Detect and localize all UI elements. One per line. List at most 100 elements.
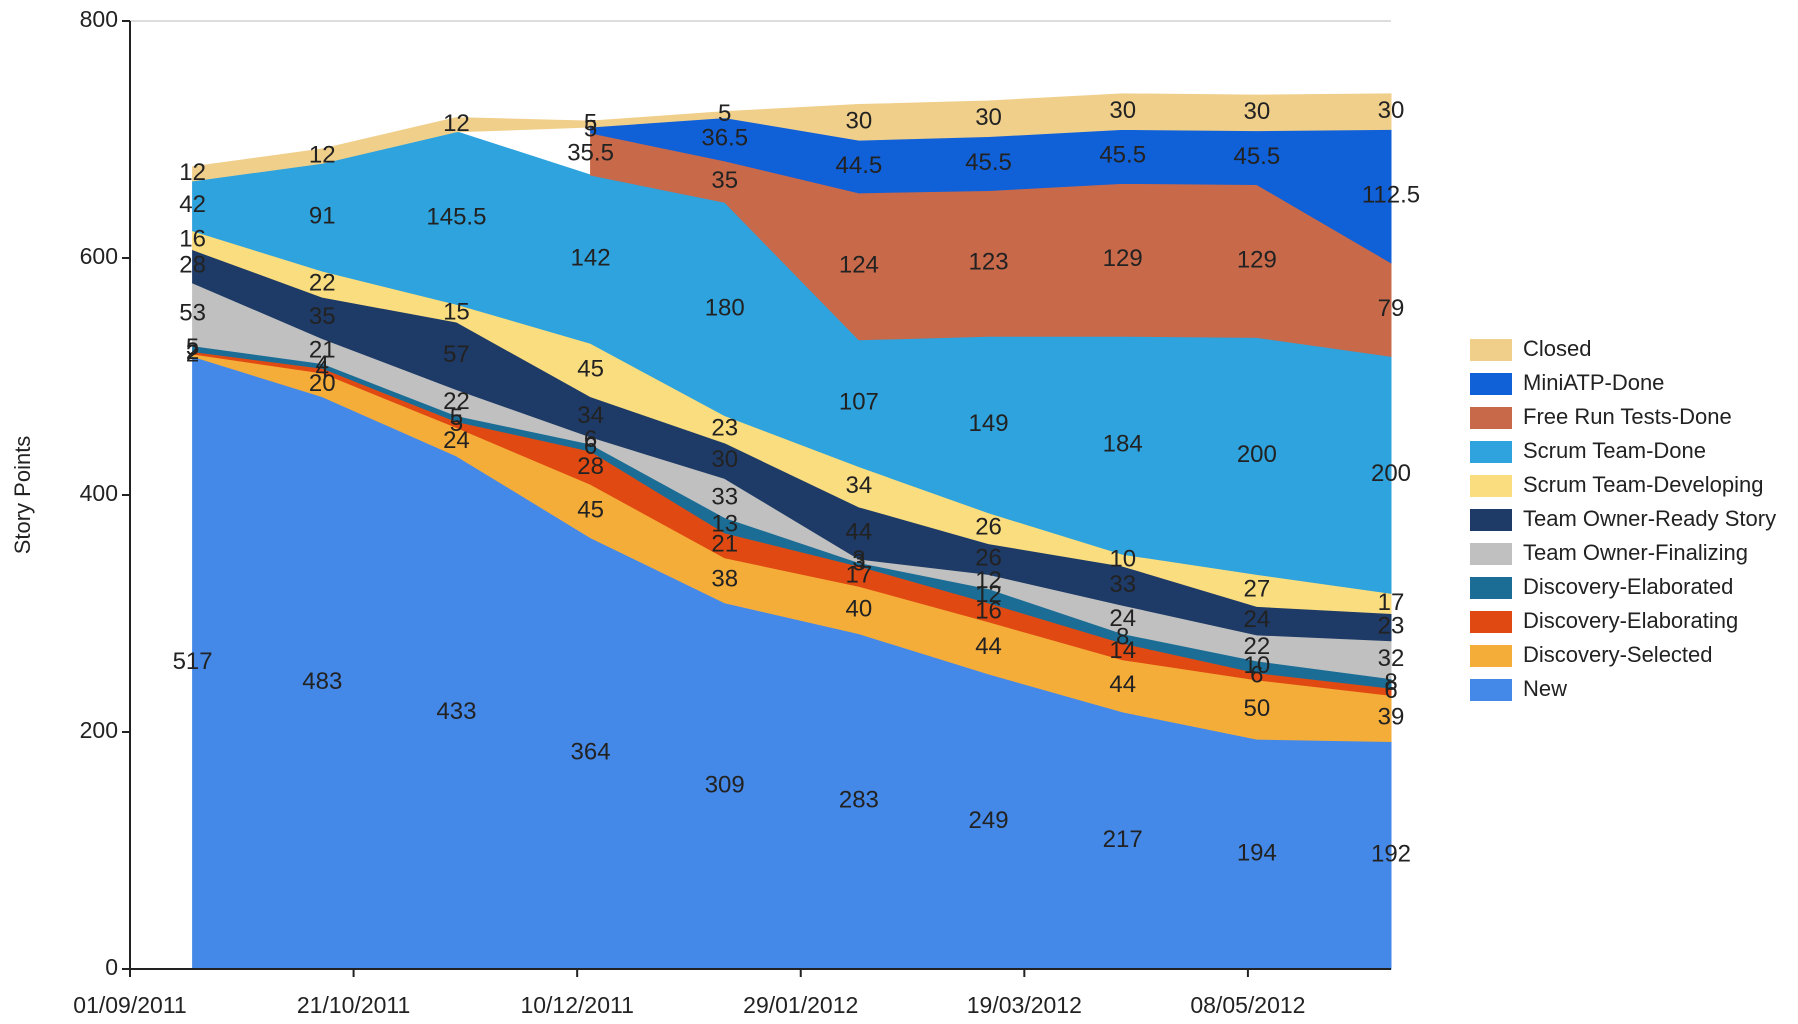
value-label: 21 <box>309 336 336 363</box>
legend-label: Closed <box>1523 336 1591 361</box>
value-label: 283 <box>839 787 879 814</box>
value-label: 30 <box>846 108 873 135</box>
value-label: 22 <box>1243 633 1270 660</box>
x-tick-label: 08/05/2012 <box>1190 992 1305 1018</box>
value-label: 35.5 <box>567 139 614 166</box>
value-label: 36.5 <box>701 125 748 152</box>
value-label: 12 <box>975 567 1002 594</box>
value-label: 14 <box>1109 637 1136 664</box>
value-label: 10 <box>1243 652 1270 679</box>
value-label: 5 <box>450 410 463 437</box>
value-label: 24 <box>1243 606 1270 633</box>
value-label: 180 <box>705 294 745 321</box>
value-label: 30 <box>1378 97 1405 124</box>
value-label: 12 <box>443 110 470 137</box>
value-label: 45 <box>577 355 604 382</box>
value-label: 44.5 <box>836 152 883 179</box>
value-label: 28 <box>179 252 206 279</box>
value-label: 433 <box>436 698 476 725</box>
value-label: 184 <box>1103 431 1143 458</box>
y-tick-label: 400 <box>80 480 118 506</box>
value-label: 149 <box>969 410 1009 437</box>
y-tick-label: 200 <box>80 717 118 743</box>
value-label: 200 <box>1371 460 1411 487</box>
value-label: 217 <box>1103 826 1143 853</box>
value-label: 194 <box>1237 839 1277 866</box>
value-label: 23 <box>1378 612 1405 639</box>
value-label: 39 <box>1378 704 1405 731</box>
legend-label: Discovery-Elaborated <box>1523 574 1733 599</box>
legend-swatch <box>1470 407 1512 429</box>
legend-label: Scrum Team-Developing <box>1523 472 1763 497</box>
value-label: 24 <box>1109 605 1136 632</box>
value-label: 3 <box>852 546 865 573</box>
value-label: 33 <box>1109 571 1136 598</box>
value-label: 6 <box>1250 662 1263 689</box>
value-label: 124 <box>839 252 879 279</box>
legend-swatch <box>1470 543 1512 565</box>
value-label: 45.5 <box>1099 142 1146 169</box>
x-tick-label: 10/12/2011 <box>520 992 633 1018</box>
legend-swatch <box>1470 509 1512 531</box>
value-label: 79 <box>1378 295 1405 322</box>
value-label: 8 <box>1116 624 1129 651</box>
value-label: 35 <box>711 167 738 194</box>
value-label: 16 <box>975 598 1002 625</box>
value-label: 2 <box>186 341 199 368</box>
value-label: 4 <box>316 351 329 378</box>
legend-swatch <box>1470 441 1512 463</box>
x-tick-label: 29/01/2012 <box>743 992 858 1018</box>
value-label: 107 <box>839 389 879 416</box>
value-label: 6 <box>584 433 597 460</box>
area <box>192 93 1392 182</box>
value-label: 42 <box>179 191 206 218</box>
value-label: 483 <box>302 668 342 695</box>
value-label: 44 <box>975 633 1002 660</box>
legend-label: Discovery-Elaborating <box>1523 608 1738 633</box>
value-label: 30 <box>1243 98 1270 125</box>
value-label: 5 <box>450 404 463 431</box>
value-label: 123 <box>969 249 1009 276</box>
value-label: 309 <box>705 771 745 798</box>
x-tick-label: 19/03/2012 <box>967 992 1082 1018</box>
value-label: 145.5 <box>426 203 486 230</box>
y-tick-label: 0 <box>105 954 118 980</box>
value-label: 50 <box>1243 695 1270 722</box>
value-label: 30 <box>1109 97 1136 124</box>
value-label: 34 <box>577 402 604 429</box>
value-label: 30 <box>975 104 1002 131</box>
legend-swatch <box>1470 339 1512 361</box>
value-label: 6 <box>584 426 597 453</box>
value-label: 24 <box>443 427 470 454</box>
value-label: 34 <box>846 472 873 499</box>
legend-swatch <box>1470 679 1512 701</box>
value-label: 5 <box>718 100 731 127</box>
legend-label: Team Owner-Finalizing <box>1523 540 1748 565</box>
value-label: 45 <box>577 496 604 523</box>
value-label: 35 <box>309 303 336 330</box>
value-label: 44 <box>1109 671 1136 698</box>
legend-swatch <box>1470 475 1512 497</box>
value-label: 16 <box>179 226 206 253</box>
value-label: 22 <box>443 388 470 415</box>
legend-label: Discovery-Selected <box>1523 642 1713 667</box>
value-label: 44 <box>846 518 873 545</box>
value-label: 26 <box>975 544 1002 571</box>
value-label: 2 <box>186 338 199 365</box>
value-label: 28 <box>577 453 604 480</box>
value-label: 5 <box>584 115 597 142</box>
value-label: 200 <box>1237 441 1277 468</box>
value-label: 45.5 <box>1233 143 1280 170</box>
value-label: 5 <box>186 334 199 361</box>
value-label: 8 <box>1384 669 1397 696</box>
value-label: 17 <box>1378 589 1405 616</box>
value-label: 17 <box>846 562 873 589</box>
legend-label: Free Run Tests-Done <box>1523 404 1732 429</box>
value-label: 517 <box>173 648 213 675</box>
value-label: 3 <box>852 550 865 577</box>
value-label: 4 <box>316 356 329 383</box>
value-label: 40 <box>846 595 873 622</box>
legend-label: Scrum Team-Done <box>1523 438 1706 463</box>
y-axis-title: Story Points <box>10 436 35 555</box>
legend-label: New <box>1523 676 1567 701</box>
